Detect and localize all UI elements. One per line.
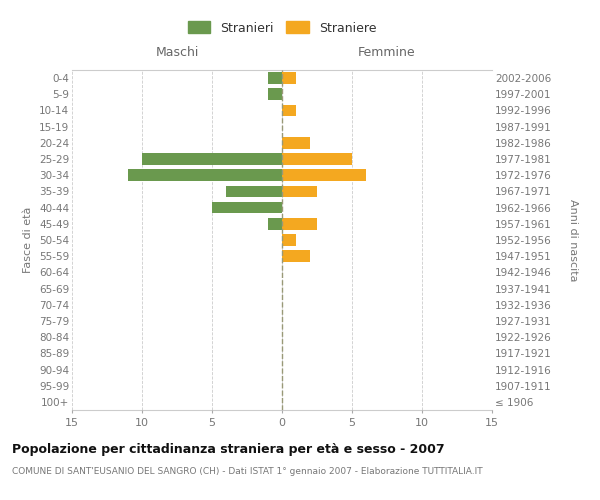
Bar [282,170,366,181]
Legend: Stranieri, Straniere: Stranieri, Straniere [183,16,381,40]
Bar [282,137,310,148]
Bar [282,234,296,246]
Bar [282,104,296,117]
Bar [268,218,282,230]
Bar [282,186,317,198]
Y-axis label: Anni di nascita: Anni di nascita [568,198,578,281]
Bar [282,72,296,84]
Bar [212,202,282,213]
Text: COMUNE DI SANT'EUSANIO DEL SANGRO (CH) - Dati ISTAT 1° gennaio 2007 - Elaborazio: COMUNE DI SANT'EUSANIO DEL SANGRO (CH) -… [12,468,482,476]
Bar [282,218,317,230]
Y-axis label: Fasce di età: Fasce di età [23,207,34,273]
Text: Popolazione per cittadinanza straniera per età e sesso - 2007: Popolazione per cittadinanza straniera p… [12,442,445,456]
Bar [268,88,282,100]
Bar [226,186,282,198]
Text: Femmine: Femmine [358,46,416,59]
Bar [128,170,282,181]
Text: Maschi: Maschi [155,46,199,59]
Bar [282,153,352,165]
Bar [282,250,310,262]
Bar [142,153,282,165]
Bar [268,72,282,84]
